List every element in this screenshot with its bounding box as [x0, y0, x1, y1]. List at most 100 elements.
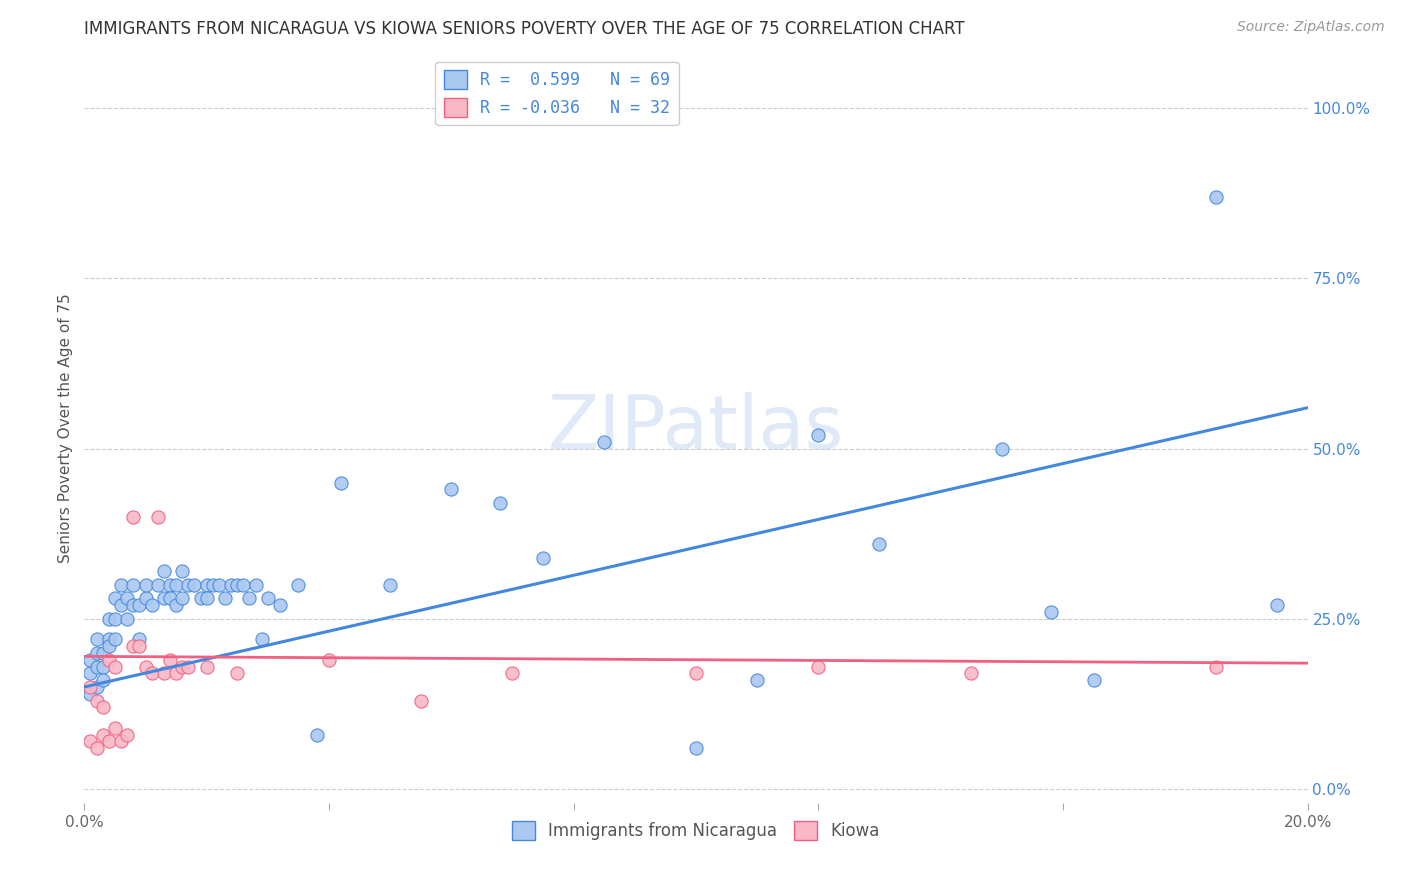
Text: IMMIGRANTS FROM NICARAGUA VS KIOWA SENIORS POVERTY OVER THE AGE OF 75 CORRELATIO: IMMIGRANTS FROM NICARAGUA VS KIOWA SENIO…: [84, 21, 965, 38]
Point: [153, 564, 176, 578]
Point: [201, 578, 224, 592]
Point: [79, 734, 101, 748]
Point: [86, 680, 108, 694]
Point: [1205, 189, 1227, 203]
Point: [177, 659, 200, 673]
Point: [122, 509, 145, 524]
Point: [128, 632, 150, 647]
Point: [807, 659, 830, 673]
Point: [165, 666, 187, 681]
Point: [135, 578, 157, 592]
Point: [1205, 659, 1227, 673]
Point: [269, 599, 291, 613]
Text: Source: ZipAtlas.com: Source: ZipAtlas.com: [1237, 20, 1385, 34]
Point: [409, 693, 432, 707]
Point: [685, 741, 707, 756]
Point: [110, 734, 132, 748]
Point: [91, 728, 114, 742]
Point: [238, 591, 260, 606]
Point: [86, 693, 108, 707]
Point: [135, 659, 157, 673]
Point: [104, 612, 127, 626]
Legend: Immigrants from Nicaragua, Kiowa: Immigrants from Nicaragua, Kiowa: [505, 814, 887, 847]
Point: [685, 666, 707, 681]
Point: [115, 612, 138, 626]
Point: [305, 728, 328, 742]
Point: [122, 578, 145, 592]
Point: [226, 578, 249, 592]
Point: [747, 673, 769, 688]
Point: [489, 496, 512, 510]
Point: [177, 578, 200, 592]
Point: [869, 537, 891, 551]
Point: [232, 578, 254, 592]
Text: ZIPatlas: ZIPatlas: [548, 392, 844, 465]
Point: [219, 578, 242, 592]
Point: [97, 734, 120, 748]
Point: [128, 639, 150, 653]
Point: [86, 632, 108, 647]
Point: [91, 646, 114, 660]
Point: [104, 659, 127, 673]
Point: [86, 646, 108, 660]
Point: [115, 728, 138, 742]
Point: [1039, 605, 1062, 619]
Point: [79, 666, 101, 681]
Point: [250, 632, 273, 647]
Point: [165, 578, 187, 592]
Point: [172, 591, 194, 606]
Point: [208, 578, 231, 592]
Point: [172, 564, 194, 578]
Point: [122, 639, 145, 653]
Point: [86, 741, 108, 756]
Point: [79, 680, 101, 694]
Point: [97, 639, 120, 653]
Point: [97, 632, 120, 647]
Point: [135, 591, 157, 606]
Point: [141, 599, 163, 613]
Point: [104, 632, 127, 647]
Point: [318, 653, 340, 667]
Point: [807, 428, 830, 442]
Point: [79, 653, 101, 667]
Point: [91, 700, 114, 714]
Point: [91, 659, 114, 673]
Point: [195, 578, 218, 592]
Y-axis label: Seniors Poverty Over the Age of 75: Seniors Poverty Over the Age of 75: [58, 293, 73, 563]
Point: [159, 578, 181, 592]
Point: [91, 673, 114, 688]
Point: [86, 659, 108, 673]
Point: [159, 653, 181, 667]
Point: [146, 578, 169, 592]
Point: [257, 591, 280, 606]
Point: [991, 442, 1014, 456]
Point: [195, 591, 218, 606]
Point: [79, 687, 101, 701]
Point: [146, 509, 169, 524]
Point: [115, 591, 138, 606]
Point: [104, 591, 127, 606]
Point: [128, 599, 150, 613]
Point: [110, 578, 132, 592]
Point: [960, 666, 983, 681]
Point: [110, 599, 132, 613]
Point: [531, 550, 554, 565]
Point: [97, 653, 120, 667]
Point: [183, 578, 205, 592]
Point: [214, 591, 236, 606]
Point: [1083, 673, 1105, 688]
Point: [440, 483, 463, 497]
Point: [330, 475, 353, 490]
Point: [593, 434, 616, 449]
Point: [380, 578, 402, 592]
Point: [287, 578, 309, 592]
Point: [245, 578, 267, 592]
Point: [195, 659, 218, 673]
Point: [122, 599, 145, 613]
Point: [159, 591, 181, 606]
Point: [153, 666, 176, 681]
Point: [153, 591, 176, 606]
Point: [165, 599, 187, 613]
Point: [226, 666, 249, 681]
Point: [1265, 599, 1288, 613]
